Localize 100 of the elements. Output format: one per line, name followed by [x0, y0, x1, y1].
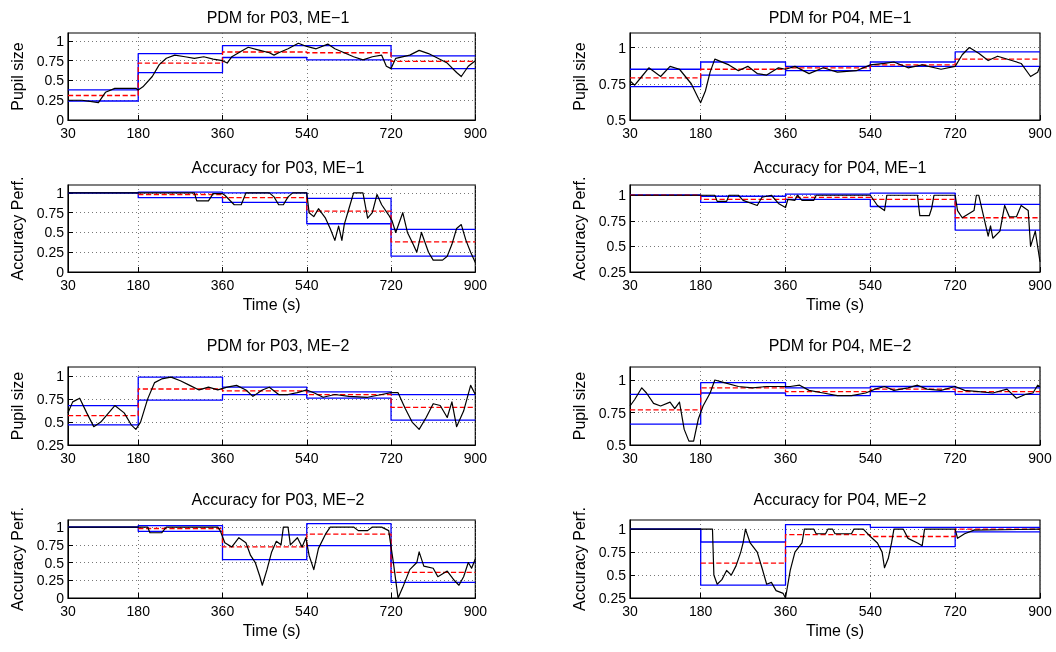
y-tick-label: 0.75 — [598, 75, 627, 92]
x-axis-title: Time (s) — [242, 295, 301, 313]
x-tick-label: 360 — [773, 277, 798, 293]
x-tick-label: 180 — [126, 450, 151, 466]
x-tick-label: 720 — [379, 277, 403, 293]
y-tick-label: 0.5 — [44, 224, 65, 241]
x-tick-label: 540 — [295, 450, 319, 466]
x-tick-label: 360 — [210, 277, 235, 293]
y-tick-label: 0.5 — [44, 414, 65, 431]
x-tick-label: 180 — [689, 450, 713, 466]
y-tick-label: 1 — [618, 372, 627, 388]
chart-title: PDM for P04, ME−1 — [768, 8, 912, 26]
x-tick-label: 720 — [943, 450, 968, 466]
x-tick-label: 30 — [622, 125, 638, 141]
x-tick-label: 720 — [943, 603, 968, 619]
y-axis-title: Accuracy Perf. — [571, 176, 589, 281]
y-axis-title: Pupil size — [571, 42, 589, 111]
x-tick-label: 900 — [463, 125, 488, 141]
x-tick-label: 180 — [689, 125, 713, 141]
y-axis-title: Pupil size — [9, 42, 27, 111]
y-tick-label: 0 — [56, 264, 65, 280]
x-tick-label: 540 — [295, 603, 319, 619]
x-tick-label: 900 — [1028, 277, 1052, 293]
x-tick-label: 360 — [773, 603, 798, 619]
x-tick-label: 30 — [622, 603, 638, 619]
x-tick-label: 30 — [622, 450, 638, 466]
y-tick-label: 0 — [56, 112, 65, 128]
x-tick-label: 540 — [295, 125, 319, 141]
x-tick-label: 180 — [126, 603, 151, 619]
x-tick-label: 900 — [1028, 603, 1052, 619]
y-axis-title: Accuracy Perf. — [9, 506, 27, 612]
x-tick-label: 30 — [60, 125, 76, 141]
x-tick-label: 900 — [463, 450, 488, 466]
x-tick-label: 720 — [379, 125, 403, 141]
x-tick-label: 900 — [463, 277, 488, 293]
y-axis-title: Pupil size — [9, 371, 27, 441]
x-tick-label: 180 — [689, 277, 713, 293]
x-tick-label: 360 — [210, 603, 235, 619]
y-tick-label: 0 — [56, 590, 65, 606]
y-tick-label: 1 — [56, 368, 65, 385]
y-tick-label: 0.75 — [36, 204, 65, 221]
x-tick-label: 720 — [943, 125, 968, 141]
y-tick-label: 0.75 — [36, 391, 65, 408]
y-tick-label: 0.5 — [44, 72, 65, 89]
x-tick-label: 360 — [210, 450, 235, 466]
x-tick-label: 900 — [1028, 125, 1052, 141]
y-tick-label: 0.25 — [36, 437, 65, 453]
x-tick-label: 540 — [858, 603, 883, 619]
x-tick-label: 540 — [858, 277, 883, 293]
x-tick-label: 900 — [463, 603, 488, 619]
x-axis-title: Time (s) — [805, 295, 865, 313]
x-tick-label: 180 — [689, 603, 713, 619]
y-tick-label: 1 — [56, 32, 65, 49]
y-tick-label: 0.25 — [598, 264, 627, 280]
y-tick-label: 0.75 — [36, 536, 65, 553]
x-axis-title: Time (s) — [805, 621, 865, 639]
x-tick-label: 540 — [858, 125, 883, 141]
y-tick-label: 0.25 — [598, 590, 627, 606]
y-tick-label: 0.5 — [606, 437, 627, 453]
y-tick-label: 0.25 — [36, 244, 65, 261]
x-tick-label: 360 — [773, 450, 798, 466]
x-tick-label: 30 — [622, 277, 638, 293]
x-tick-label: 180 — [126, 277, 151, 293]
x-tick-label: 720 — [943, 277, 968, 293]
x-axis-title: Time (s) — [242, 621, 301, 639]
x-tick-label: 30 — [60, 277, 76, 293]
chart-title: PDM for P04, ME−2 — [768, 336, 912, 354]
y-tick-label: 0.5 — [606, 112, 627, 128]
y-axis-title: Pupil size — [571, 371, 589, 441]
x-tick-label: 720 — [379, 603, 403, 619]
y-tick-label: 1 — [56, 184, 65, 201]
y-tick-label: 0.5 — [44, 554, 65, 571]
chart-title: PDM for P03, ME−1 — [206, 8, 350, 26]
y-axis-title: Accuracy Perf. — [571, 506, 589, 612]
x-tick-label: 360 — [773, 125, 798, 141]
x-tick-label: 30 — [60, 603, 76, 619]
y-tick-label: 0.75 — [598, 212, 627, 229]
y-tick-label: 0.5 — [606, 238, 627, 255]
y-tick-label: 1 — [618, 39, 627, 56]
chart-title: Accuracy for P03, ME−1 — [191, 158, 365, 176]
y-tick-label: 0.25 — [36, 572, 65, 589]
x-tick-label: 540 — [295, 277, 319, 293]
y-tick-label: 0.25 — [36, 92, 65, 109]
chart-title: Accuracy for P04, ME−2 — [753, 490, 927, 508]
chart-title: PDM for P03, ME−2 — [206, 336, 350, 354]
y-tick-label: 0.5 — [606, 567, 627, 584]
chart-title: Accuracy for P04, ME−1 — [753, 158, 927, 176]
x-tick-label: 720 — [379, 450, 403, 466]
y-tick-label: 0.75 — [36, 52, 65, 69]
y-tick-label: 1 — [618, 187, 627, 204]
y-axis-title: Accuracy Perf. — [9, 176, 27, 281]
x-tick-label: 30 — [60, 450, 76, 466]
x-tick-label: 180 — [126, 125, 151, 141]
chart-title: Accuracy for P03, ME−2 — [191, 490, 365, 508]
y-tick-label: 1 — [618, 521, 627, 538]
x-tick-label: 360 — [210, 125, 235, 141]
y-tick-label: 0.75 — [598, 404, 627, 421]
x-tick-label: 900 — [1028, 450, 1052, 466]
y-tick-label: 1 — [56, 519, 65, 536]
y-tick-label: 0.75 — [598, 544, 627, 561]
